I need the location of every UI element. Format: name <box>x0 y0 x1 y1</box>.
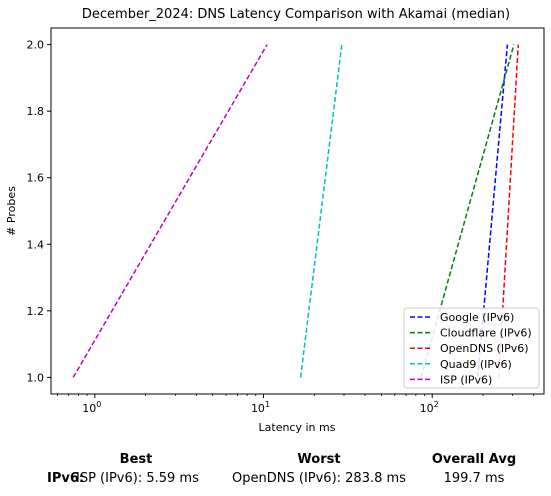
series-line-isp-ipv6 <box>72 44 268 378</box>
y-tick-label: 1.0 <box>27 371 45 384</box>
plot-frame <box>50 27 545 395</box>
summary-worst-value: OpenDNS (IPv6): 283.8 ms <box>232 471 406 486</box>
x-tick-label: 101 <box>251 400 270 415</box>
y-tick-label: 1.2 <box>27 305 45 318</box>
y-tick-label: 1.4 <box>27 238 45 251</box>
x-tick-label: 102 <box>420 400 439 415</box>
y-tick-label: 1.6 <box>27 172 45 185</box>
y-tick-label: 1.8 <box>27 105 45 118</box>
chart-title: December_2024: DNS Latency Comparison wi… <box>82 7 510 22</box>
legend-label: OpenDNS (IPv6) <box>440 342 529 355</box>
legend-label: Quad9 (IPv6) <box>440 358 512 371</box>
x-axis-label: Latency in ms <box>259 421 336 434</box>
legend-label: Google (IPv6) <box>440 311 514 324</box>
chart-legend: Google (IPv6) Cloudflare (IPv6) OpenDNS (I… <box>403 307 540 389</box>
x-tick-label: 100 <box>82 400 101 415</box>
summary-header-best: Best <box>119 452 153 467</box>
y-axis-label: # Probes <box>5 186 18 236</box>
legend-label: ISP (IPv6) <box>440 373 492 386</box>
series-line-quad9-ipv6 <box>299 44 343 378</box>
latency-chart: December_2024: DNS Latency Comparison wi… <box>5 7 545 434</box>
summary-table: Best Worst Overall Avg IPv6: ISP (IPv6):… <box>0 446 551 496</box>
summary-header-worst: Worst <box>297 452 341 467</box>
y-tick-label: 2.0 <box>27 39 45 52</box>
series-line-cloudflare-ipv6 <box>420 44 515 378</box>
summary-best-value: ISP (IPv6): 5.59 ms <box>76 471 199 486</box>
summary-avg-value: 199.7 ms <box>443 471 505 486</box>
summary-header-avg: Overall Avg <box>431 452 517 467</box>
legend-label: Cloudflare (IPv6) <box>440 327 532 340</box>
summary-row-label: IPv6: <box>47 471 85 486</box>
